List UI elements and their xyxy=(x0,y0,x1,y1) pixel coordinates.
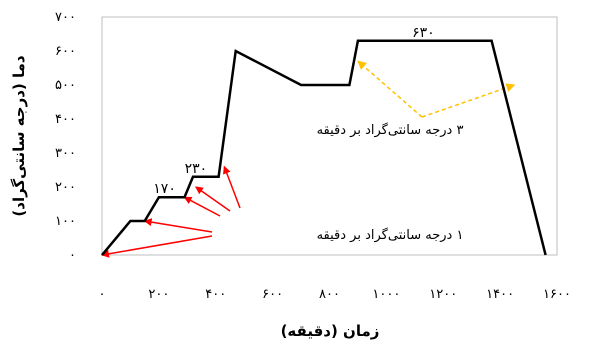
y-tick-labels: ۰ ۱۰۰ ۲۰۰ ۳۰۰ ۴۰۰ ۵۰۰ ۶۰۰ ۷۰۰ xyxy=(55,10,76,263)
y-tick-label: ۲۰۰ xyxy=(55,180,76,195)
annotations: ۱ درجه سانتی‌گراد بر دقیقه ۳ درجه سانتی‌گ… xyxy=(101,60,516,258)
annotation-arrow xyxy=(223,165,241,209)
y-tick-label: ۱۰۰ xyxy=(55,214,76,229)
x-axis-title: زمان (دقیقه) xyxy=(281,322,380,340)
y-tick-label: ۴۰۰ xyxy=(55,112,76,127)
annotation-label: ۱ درجه سانتی‌گراد بر دقیقه xyxy=(317,227,464,243)
point-labels: ۱۷۰ ۲۳۰ ۶۳۰ xyxy=(153,25,434,197)
annotation-arrow xyxy=(101,235,213,258)
annotation-arrow xyxy=(421,83,516,118)
x-tick-label: ۰ xyxy=(99,287,106,302)
x-tick-label: ۱۰۰۰ xyxy=(372,287,400,302)
temperature-series-line xyxy=(101,39,547,256)
x-tick-label: ۱۴۰۰ xyxy=(486,287,514,302)
x-tick-labels: ۰ ۲۰۰ ۴۰۰ ۶۰۰ ۸۰۰ ۱۰۰۰ ۱۲۰۰ ۱۴۰۰ ۱۶۰۰ xyxy=(99,287,571,302)
x-tick-label: ۶۰۰ xyxy=(262,287,283,302)
y-tick-label: ۵۰۰ xyxy=(55,78,76,93)
point-label: ۲۳۰ xyxy=(185,161,208,177)
y-tick-label: ۰ xyxy=(69,248,76,263)
point-label: ۶۳۰ xyxy=(412,25,435,41)
y-tick-label: ۳۰۰ xyxy=(55,146,76,161)
y-axis-title: دما (درجه سانتی‌گراد) xyxy=(10,55,28,217)
y-tick-label: ۷۰۰ xyxy=(55,10,76,25)
y-tick-label: ۶۰۰ xyxy=(55,44,76,59)
annotation-arrow xyxy=(195,186,231,212)
annotation-arrow xyxy=(357,60,423,118)
annotation-arrow xyxy=(183,196,221,217)
annotation-label: ۳ درجه سانتی‌گراد بر دقیقه xyxy=(317,122,464,138)
point-label: ۱۷۰ xyxy=(153,181,176,197)
x-tick-label: ۲۰۰ xyxy=(148,287,169,302)
annotation-arrow xyxy=(143,218,213,233)
x-tick-label: ۴۰۰ xyxy=(205,287,226,302)
x-tick-label: ۱۶۰۰ xyxy=(543,287,571,302)
x-tick-label: ۱۲۰۰ xyxy=(429,287,457,302)
x-tick-label: ۸۰۰ xyxy=(319,287,340,302)
plot-area-frame xyxy=(101,16,558,256)
